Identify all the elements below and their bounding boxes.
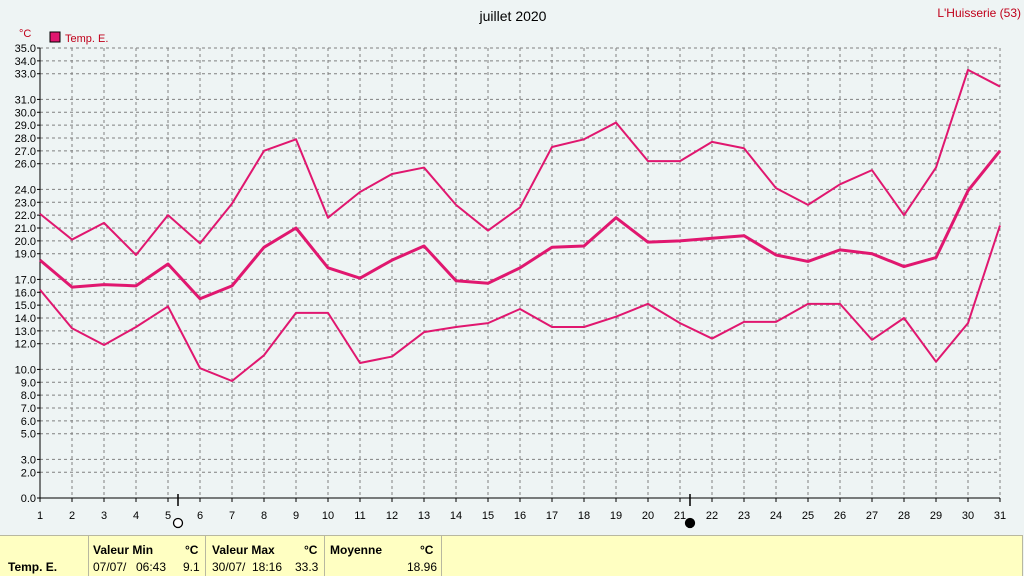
series-line-max: [39, 68, 1001, 256]
x-tick-label: 12: [386, 510, 398, 522]
x-tick-label: 14: [450, 510, 462, 522]
chart-title: juillet 2020: [479, 8, 547, 24]
stats-min-cell: Valeur Min °C 07/07/ 06:43 9.1: [89, 536, 206, 576]
y-tick-label: 35.0: [15, 43, 36, 55]
y-tick-label: 15.0: [15, 300, 36, 312]
x-tick-label: 1: [37, 510, 43, 522]
station-name: L'Huisserie (53): [937, 6, 1021, 20]
x-tick-label: 9: [293, 510, 299, 522]
y-tick-label: 29.0: [15, 120, 36, 132]
y-tick-label: 31.0: [15, 94, 36, 106]
x-tick-label: 20: [642, 510, 654, 522]
new-moon-icon: [684, 517, 696, 529]
full-moon-icon: [172, 517, 184, 529]
x-tick-label: 4: [133, 510, 139, 522]
y-tick-label: 13.0: [15, 326, 36, 338]
y-tick-label: 26.0: [15, 159, 36, 171]
y-tick-label: 30.0: [15, 107, 36, 119]
series-lines: [39, 68, 1002, 382]
x-tick-label: 2: [69, 510, 75, 522]
x-tick-label: 24: [770, 510, 782, 522]
x-tick-label: 3: [101, 510, 107, 522]
x-tick-label: 21: [674, 510, 686, 522]
min-unit: °C: [185, 543, 199, 557]
stats-footer: Temp. E. Valeur Min °C 07/07/ 06:43 9.1 …: [0, 535, 1023, 576]
y-tick-label: 17.0: [15, 274, 36, 286]
x-axis-ticks: 1 2 3 4 5 6 7 8 9 10 11 12 13 14 15 16 17 18 19 20 21 22 23 24 2…: [37, 498, 1006, 522]
x-tick-label: 27: [866, 510, 878, 522]
x-tick-label: 10: [322, 510, 334, 522]
x-tick-label: 6: [197, 510, 203, 522]
x-tick-label: 29: [930, 510, 942, 522]
max-value: 33.3: [295, 560, 319, 574]
y-tick-label: 24.0: [15, 184, 36, 196]
y-tick-label: 33.0: [15, 69, 36, 81]
y-tick-label: 21.0: [15, 223, 36, 235]
x-tick-label: 5: [165, 510, 171, 522]
legend-label: Temp. E.: [65, 33, 108, 45]
y-tick-label: 9.0: [21, 377, 36, 389]
y-tick-label: 19.0: [15, 249, 36, 261]
y-unit-label: °C: [19, 28, 31, 40]
x-tick-label: 13: [418, 510, 430, 522]
stats-mean-cell: Moyenne °C 18.96: [325, 536, 442, 576]
min-date: 07/07/: [93, 560, 127, 574]
y-tick-label: 16.0: [15, 287, 36, 299]
series-line-mean: [39, 149, 1002, 301]
y-tick-label: 34.0: [15, 56, 36, 68]
x-tick-label: 25: [802, 510, 814, 522]
min-time: 06:43: [136, 560, 167, 574]
y-tick-label: 3.0: [21, 454, 36, 466]
mean-unit: °C: [420, 543, 434, 557]
x-tick-label: 28: [898, 510, 910, 522]
y-axis-ticks: 0.0 2.03.0 5.06.07.08.09.010.0 12.013.014.0…: [15, 43, 36, 505]
y-tick-label: 22.0: [15, 210, 36, 222]
max-time: 18:16: [252, 560, 283, 574]
x-tick-label: 15: [482, 510, 494, 522]
mean-header: Moyenne: [330, 543, 383, 557]
y-tick-label: 6.0: [21, 416, 36, 428]
grid: [40, 47, 1001, 498]
x-tick-label: 17: [546, 510, 558, 522]
x-tick-label: 18: [578, 510, 590, 522]
legend: Temp. E.: [49, 31, 108, 45]
max-date: 30/07/: [212, 560, 246, 574]
legend-swatch: [49, 31, 61, 43]
y-tick-label: 0.0: [21, 493, 36, 505]
y-tick-label: 27.0: [15, 146, 36, 158]
y-tick-label: 28.0: [15, 133, 36, 145]
x-tick-label: 19: [610, 510, 622, 522]
x-tick-label: 16: [514, 510, 526, 522]
y-tick-label: 14.0: [15, 313, 36, 325]
y-tick-label: 5.0: [21, 429, 36, 441]
min-value: 9.1: [183, 560, 200, 574]
x-tick-label: 22: [706, 510, 718, 522]
x-tick-label: 26: [834, 510, 846, 522]
y-tick-label: 7.0: [21, 403, 36, 415]
y-tick-label: 12.0: [15, 339, 36, 351]
y-tick-label: 23.0: [15, 197, 36, 209]
x-tick-label: 7: [229, 510, 235, 522]
moon-phases: [172, 494, 696, 529]
x-tick-label: 8: [261, 510, 267, 522]
min-header: Valeur Min: [93, 543, 154, 557]
x-tick-label: 30: [962, 510, 974, 522]
temperature-chart: juillet 2020 L'Huisserie (53) °C Temp. E…: [15, 6, 1021, 529]
stats-max-cell: Valeur Max °C 30/07/ 18:16 33.3: [206, 536, 325, 576]
axes: [37, 47, 1000, 499]
stats-row-label: Temp. E.: [8, 560, 58, 574]
x-tick-label: 31: [994, 510, 1006, 522]
stats-row-label-cell: Temp. E.: [0, 536, 89, 576]
series-line-min: [39, 225, 1001, 382]
y-tick-label: 8.0: [21, 390, 36, 402]
x-tick-label: 11: [354, 510, 365, 522]
max-unit: °C: [304, 543, 318, 557]
x-tick-label: 23: [738, 510, 750, 522]
y-tick-label: 2.0: [21, 467, 36, 479]
mean-value: 18.96: [407, 560, 438, 574]
y-tick-label: 20.0: [15, 236, 36, 248]
max-header: Valeur Max: [212, 543, 275, 557]
y-tick-label: 10.0: [15, 364, 36, 376]
